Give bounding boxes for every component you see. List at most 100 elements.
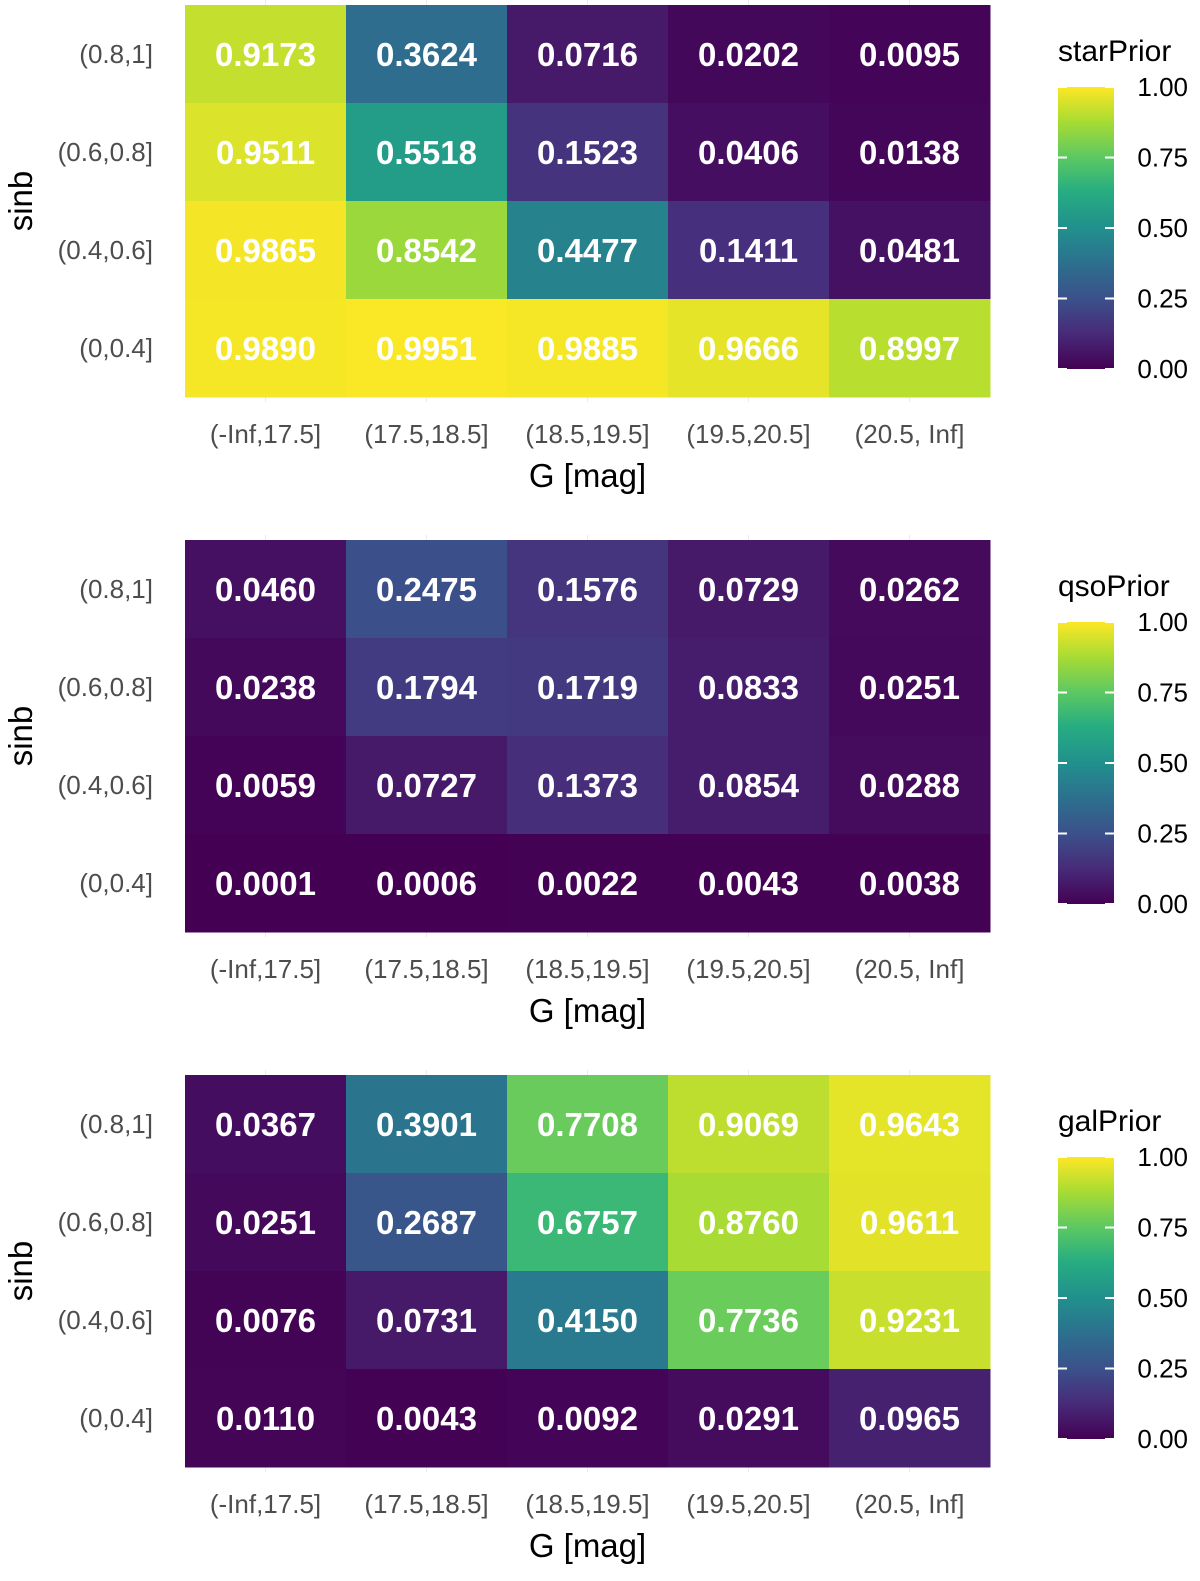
cell-value-label: 0.2687 [376,1204,477,1241]
cell-value-label: 0.1411 [699,232,798,269]
heatmap-cell [507,834,669,933]
x-tick-label: (-Inf,17.5] [210,419,321,449]
x-tick-label: (18.5,19.5] [525,954,649,984]
heatmap-cell [507,1173,669,1272]
x-tick-label: (20.5, Inf] [855,954,965,984]
cell-value-label: 0.9890 [215,330,316,367]
colorbar [1058,1157,1114,1439]
cell-value-label: 0.3624 [376,36,478,73]
heatmap-cell [668,1369,830,1468]
heatmap-cell [185,638,347,737]
cell-value-label: 0.0854 [698,767,800,804]
y-tick-label: (0.8,1] [79,574,153,604]
heatmap-cell [668,834,830,933]
heatmap-cell [829,540,991,639]
heatmap-cell [829,638,991,737]
heatmap-cell [829,201,991,300]
heatmap-cell [346,638,508,737]
heatmap-cell [829,834,991,933]
legend-tick-label: 0.75 [1137,143,1188,173]
legend-tick-label: 0.00 [1137,889,1188,919]
heatmap-cell [346,540,508,639]
heatmap-cell [829,736,991,835]
cell-value-label: 0.0291 [698,1400,799,1437]
y-tick-label: (0.6,0.8] [58,137,153,167]
heatmap-cell [185,201,347,300]
cell-value-label: 0.0262 [859,571,960,608]
cell-value-label: 0.0001 [215,865,316,902]
cell-value-label: 0.0006 [376,865,477,902]
cell-value-label: 0.0367 [215,1106,316,1143]
heatmap-cell [185,736,347,835]
legend-title: starPrior [1058,35,1171,68]
heatmap-cell [507,103,669,202]
cell-value-label: 0.0965 [859,1400,960,1437]
x-tick-label: (20.5, Inf] [855,1489,965,1519]
heatmap-cell [668,1075,830,1174]
colorbar-legend: starPrior 1.00 0.75 0.50 0.25 0.00 [1058,35,1188,384]
legend-tick-label: 0.00 [1137,354,1188,384]
heatmap-cell [346,1369,508,1468]
cell-value-label: 0.2475 [376,571,477,608]
cell-value-label: 0.0731 [376,1302,477,1339]
cell-value-label: 0.0481 [859,232,960,269]
heatmap-cell [668,5,830,104]
cell-value-label: 0.0729 [698,571,799,608]
cell-value-label: 0.0251 [859,669,960,706]
heatmap-cell [507,1075,669,1174]
x-tick-label: (19.5,20.5] [686,419,810,449]
legend-tick-label: 0.25 [1137,284,1188,314]
cell-value-label: 0.0251 [215,1204,316,1241]
cell-value-label: 0.0110 [216,1400,315,1437]
cell-value-label: 0.0727 [376,767,477,804]
cell-value-label: 0.9643 [859,1106,960,1143]
heatmap-cell [507,201,669,300]
cell-value-label: 0.3901 [376,1106,477,1143]
heatmap-cell [829,1271,991,1370]
heatmap-cell [185,5,347,104]
heatmap-cell [185,1369,347,1468]
cell-value-label: 0.5518 [376,134,477,171]
heatmap-cell [829,1173,991,1272]
cell-value-label: 0.9069 [698,1106,799,1143]
heatmap-cell [185,103,347,202]
y-tick-label: (0.4,0.6] [58,1305,153,1335]
y-axis-title: sinb [2,1241,39,1302]
cell-value-label: 0.1794 [376,669,478,706]
heatmap-cell [668,638,830,737]
x-tick-label: (19.5,20.5] [686,1489,810,1519]
y-tick-label: (0,0.4] [79,1403,153,1433]
cell-value-label: 0.0138 [859,134,960,171]
legend-tick-label: 1.00 [1137,1142,1188,1172]
cell-value-label: 0.9885 [537,330,638,367]
cell-value-label: 0.4477 [537,232,638,269]
legend-tick-label: 1.00 [1137,607,1188,637]
cell-value-label: 0.9865 [215,232,316,269]
cell-value-label: 0.0059 [215,767,316,804]
cell-value-label: 0.1373 [537,767,638,804]
heatmap-cell [507,299,669,398]
cell-value-label: 0.6757 [537,1204,638,1241]
cell-value-label: 0.1523 [537,134,638,171]
x-tick-label: (-Inf,17.5] [210,1489,321,1519]
heatmap-cell [668,299,830,398]
heatmap-panel-1: 0.9173 0.3624 0.0716 0.0202 0.0095 0.9511 0.55… [2,0,1188,494]
legend-tick-label: 0.00 [1137,1424,1188,1454]
legend-tick-label: 0.25 [1137,1354,1188,1384]
cell-value-label: 0.9511 [216,134,315,171]
heatmap-cell [346,736,508,835]
legend-tick-label: 0.50 [1137,748,1188,778]
heatmap-cell [346,1173,508,1272]
heatmap-cell [346,1271,508,1370]
heatmap-cell [829,5,991,104]
y-tick-label: (0,0.4] [79,333,153,363]
cell-value-label: 0.0288 [859,767,960,804]
cell-value-label: 0.0716 [537,36,638,73]
x-axis-title: G [mag] [529,992,646,1029]
x-tick-label: (20.5, Inf] [855,419,965,449]
cell-value-label: 0.0022 [537,865,638,902]
heatmap-cell [185,1173,347,1272]
heatmap-cell [829,299,991,398]
y-tick-label: (0.4,0.6] [58,770,153,800]
